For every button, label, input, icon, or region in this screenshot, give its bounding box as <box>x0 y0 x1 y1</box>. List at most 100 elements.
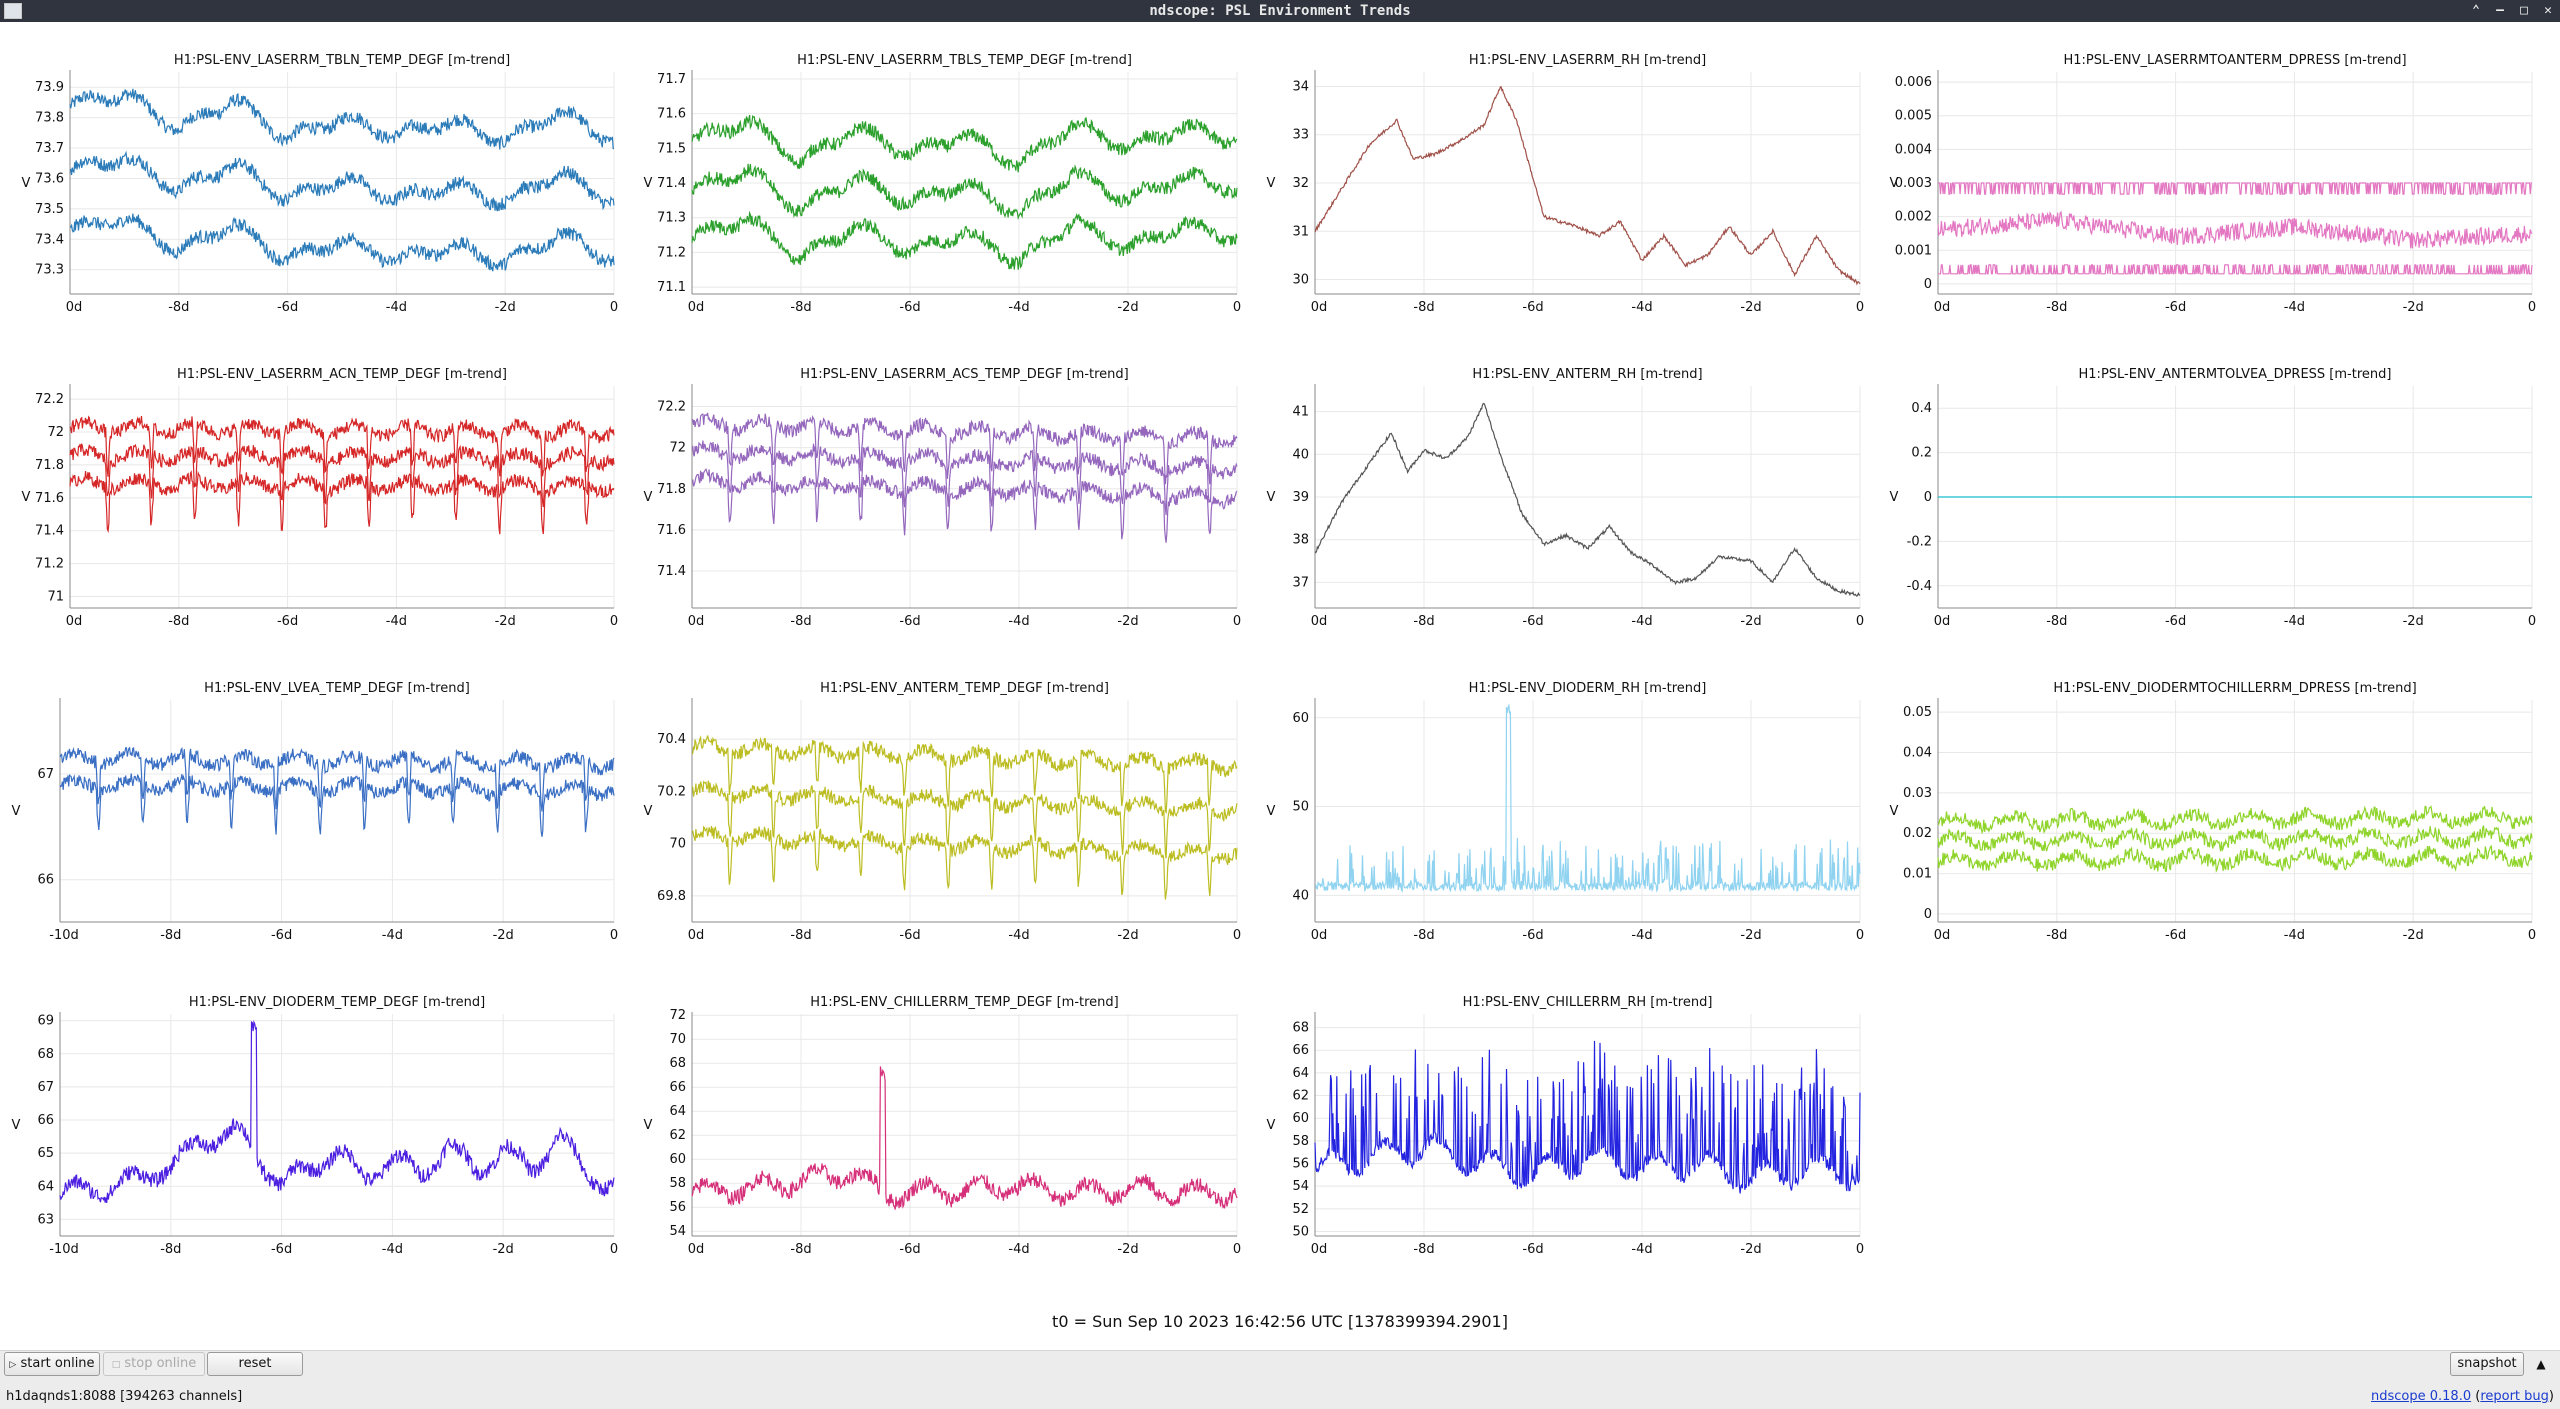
trace-min <box>1937 845 2533 874</box>
y-tick-label: 64 <box>1292 1066 1309 1081</box>
x-tick-label: -8d <box>1413 300 1434 315</box>
y-tick-label: 39 <box>1292 490 1309 505</box>
report-bug-link[interactable]: report bug <box>2480 1389 2549 1404</box>
x-tick-label: 0 <box>1233 300 1241 315</box>
x-tick-label: -2d <box>1117 614 1138 629</box>
start-online-button[interactable]: ▷ start online <box>4 1352 100 1376</box>
plot-svg[interactable]: H1:PSL-ENV_LASERRM_TBLS_TEMP_DEGF [m-tre… <box>622 22 1245 336</box>
plot-svg[interactable]: H1:PSL-ENV_LASERRM_RH [m-trend] 0d -8d -6d -… <box>1245 22 1868 336</box>
plot-panel-11[interactable]: H1:PSL-ENV_DIODERM_RH [m-trend] 0d -8d -6d -… <box>1245 650 1868 964</box>
plot-panel-4[interactable]: H1:PSL-ENV_LASERRMTOANTERM_DPRESS [m-tre… <box>1868 22 2560 336</box>
x-tick-label: -2d <box>1740 300 1761 315</box>
plot-panel-9[interactable]: H1:PSL-ENV_LVEA_TEMP_DEGF [m-trend] -10d -… <box>0 650 622 964</box>
plot-panel-12[interactable]: H1:PSL-ENV_DIODERMTOCHILLERRM_DPRESS [m-… <box>1868 650 2560 964</box>
trace-mean <box>1314 703 1861 893</box>
plot-svg[interactable]: H1:PSL-ENV_ANTERM_TEMP_DEGF [m-trend] 0d -… <box>622 650 1245 964</box>
plot-panel-3[interactable]: H1:PSL-ENV_LASERRM_RH [m-trend] 0d -8d -6d -… <box>1245 22 1868 336</box>
plot-svg[interactable]: H1:PSL-ENV_DIODERMTOCHILLERRM_DPRESS [m-… <box>1868 650 2560 964</box>
x-tick-label: -8d <box>168 300 189 315</box>
trace-max <box>1937 805 2533 835</box>
x-tick-label: -2d <box>1117 928 1138 943</box>
plot-svg[interactable]: H1:PSL-ENV_LVEA_TEMP_DEGF [m-trend] -10d -… <box>0 650 622 964</box>
plot-panel-1[interactable]: H1:PSL-ENV_LASERRM_TBLN_TEMP_DEGF [m-tre… <box>0 22 622 336</box>
trace-min <box>691 467 1238 543</box>
trace-group <box>691 1066 1238 1210</box>
y-tick-label: 71.4 <box>35 524 64 539</box>
y-tick-label: -0.2 <box>1907 534 1932 549</box>
plot-svg[interactable]: H1:PSL-ENV_LASERRM_TBLN_TEMP_DEGF [m-tre… <box>0 22 622 336</box>
trace-mean <box>1314 1040 1861 1194</box>
x-tick-label: 0 <box>610 928 618 943</box>
trace-group <box>59 746 615 837</box>
y-tick-label: 0.003 <box>1895 176 1932 191</box>
trace-max <box>69 88 615 150</box>
plot-panel-8[interactable]: H1:PSL-ENV_ANTERMTOLVEA_DPRESS [m-trend]… <box>1868 336 2560 650</box>
trace-mean <box>691 780 1238 859</box>
reset-button[interactable]: reset <box>207 1352 303 1376</box>
y-tick-label: 0.004 <box>1895 142 1932 157</box>
status-bar: h1daqnds1:8088 [394263 channels] ndscope… <box>0 1384 2560 1409</box>
y-tick-label: 0.4 <box>1911 401 1932 416</box>
reset-label: reset <box>238 1356 272 1371</box>
y-tick-label: 72 <box>47 425 64 440</box>
y-tick-label: 0 <box>1924 907 1932 922</box>
plot-panel-7[interactable]: H1:PSL-ENV_ANTERM_RH [m-trend] 0d -8d -6d -4… <box>1245 336 1868 650</box>
y-tick-label: 71.7 <box>657 72 686 87</box>
x-tick-label: -6d <box>271 928 292 943</box>
plot-svg[interactable]: H1:PSL-ENV_DIODERM_TEMP_DEGF [m-trend] -1… <box>0 964 622 1278</box>
app-icon <box>4 3 22 19</box>
plot-svg[interactable]: H1:PSL-ENV_CHILLERRM_TEMP_DEGF [m-trend]… <box>622 964 1245 1278</box>
plot-title: H1:PSL-ENV_ANTERM_RH [m-trend] <box>1472 367 1702 382</box>
plot-panel-14[interactable]: H1:PSL-ENV_CHILLERRM_TEMP_DEGF [m-trend]… <box>622 964 1245 1278</box>
stop-online-button[interactable]: □ stop online <box>103 1352 205 1376</box>
snapshot-button[interactable]: snapshot <box>2450 1352 2524 1376</box>
trace-group <box>69 88 615 272</box>
plot-svg[interactable]: H1:PSL-ENV_LASERRM_ACS_TEMP_DEGF [m-tren… <box>622 336 1245 650</box>
plot-svg[interactable]: H1:PSL-ENV_ANTERM_RH [m-trend] 0d -8d -6d -4… <box>1245 336 1868 650</box>
trace-group <box>1314 703 1861 893</box>
version-links: ndscope 0.18.0 (report bug) <box>2371 1389 2554 1404</box>
x-tick-label: -6d <box>2165 928 2186 943</box>
plot-svg[interactable]: H1:PSL-ENV_LASERRMTOANTERM_DPRESS [m-tre… <box>1868 22 2560 336</box>
plot-svg[interactable]: H1:PSL-ENV_CHILLERRM_RH [m-trend] 0d -8d -6… <box>1245 964 1868 1278</box>
y-tick-label: 0.01 <box>1903 867 1932 882</box>
plot-panel-2[interactable]: H1:PSL-ENV_LASERRM_TBLS_TEMP_DEGF [m-tre… <box>622 22 1245 336</box>
x-tick-label: -2d <box>493 1242 514 1257</box>
x-tick-label: -2d <box>495 300 516 315</box>
plot-svg[interactable]: H1:PSL-ENV_ANTERMTOLVEA_DPRESS [m-trend]… <box>1868 336 2560 650</box>
y-tick-label: 71.4 <box>657 564 686 579</box>
minimize-icon[interactable]: – <box>2496 3 2504 18</box>
x-tick-label: -4d <box>2284 928 2305 943</box>
y-tick-label: 73.3 <box>35 263 64 278</box>
plot-panel-5[interactable]: H1:PSL-ENV_LASERRM_ACN_TEMP_DEGF [m-tren… <box>0 336 622 650</box>
trace-group <box>1937 182 2533 275</box>
x-tick-label: 0d <box>66 300 83 315</box>
expand-arrow-icon[interactable]: ▲ <box>2536 1357 2546 1371</box>
plot-svg[interactable]: H1:PSL-ENV_LASERRM_ACN_TEMP_DEGF [m-tren… <box>0 336 622 650</box>
close-icon[interactable]: ✕ <box>2544 3 2552 18</box>
y-tick-label: 56 <box>669 1200 686 1215</box>
window-title: ndscope: PSL Environment Trends <box>1149 3 1411 19</box>
plot-svg[interactable]: H1:PSL-ENV_DIODERM_RH [m-trend] 0d -8d -6d -… <box>1245 650 1868 964</box>
plot-panel-15[interactable]: H1:PSL-ENV_CHILLERRM_RH [m-trend] 0d -8d -6… <box>1245 964 1868 1278</box>
x-tick-label: -4d <box>2284 614 2305 629</box>
y-tick-label: 73.6 <box>35 171 64 186</box>
x-tick-label: 0d <box>688 1242 705 1257</box>
plot-panel-6[interactable]: H1:PSL-ENV_LASERRM_ACS_TEMP_DEGF [m-tren… <box>622 336 1245 650</box>
x-tick-label: -8d <box>1413 614 1434 629</box>
y-tick-label: 73.8 <box>35 111 64 126</box>
y-tick-label: 54 <box>669 1224 686 1239</box>
version-link[interactable]: ndscope 0.18.0 <box>2371 1389 2472 1404</box>
x-tick-label: -6d <box>899 300 920 315</box>
x-tick-label: 0d <box>1311 300 1328 315</box>
trace-group <box>691 735 1238 900</box>
shade-icon[interactable]: ⌃ <box>2472 3 2480 18</box>
y-axis-label: V <box>1267 176 1276 191</box>
x-tick-label: -8d <box>1413 1242 1434 1257</box>
maximize-icon[interactable]: □ <box>2520 3 2528 18</box>
x-tick-label: -2d <box>2403 614 2424 629</box>
x-tick-label: 0 <box>1856 614 1864 629</box>
plot-panel-10[interactable]: H1:PSL-ENV_ANTERM_TEMP_DEGF [m-trend] 0d -… <box>622 650 1245 964</box>
x-tick-label: -2d <box>1740 928 1761 943</box>
plot-panel-13[interactable]: H1:PSL-ENV_DIODERM_TEMP_DEGF [m-trend] -1… <box>0 964 622 1278</box>
